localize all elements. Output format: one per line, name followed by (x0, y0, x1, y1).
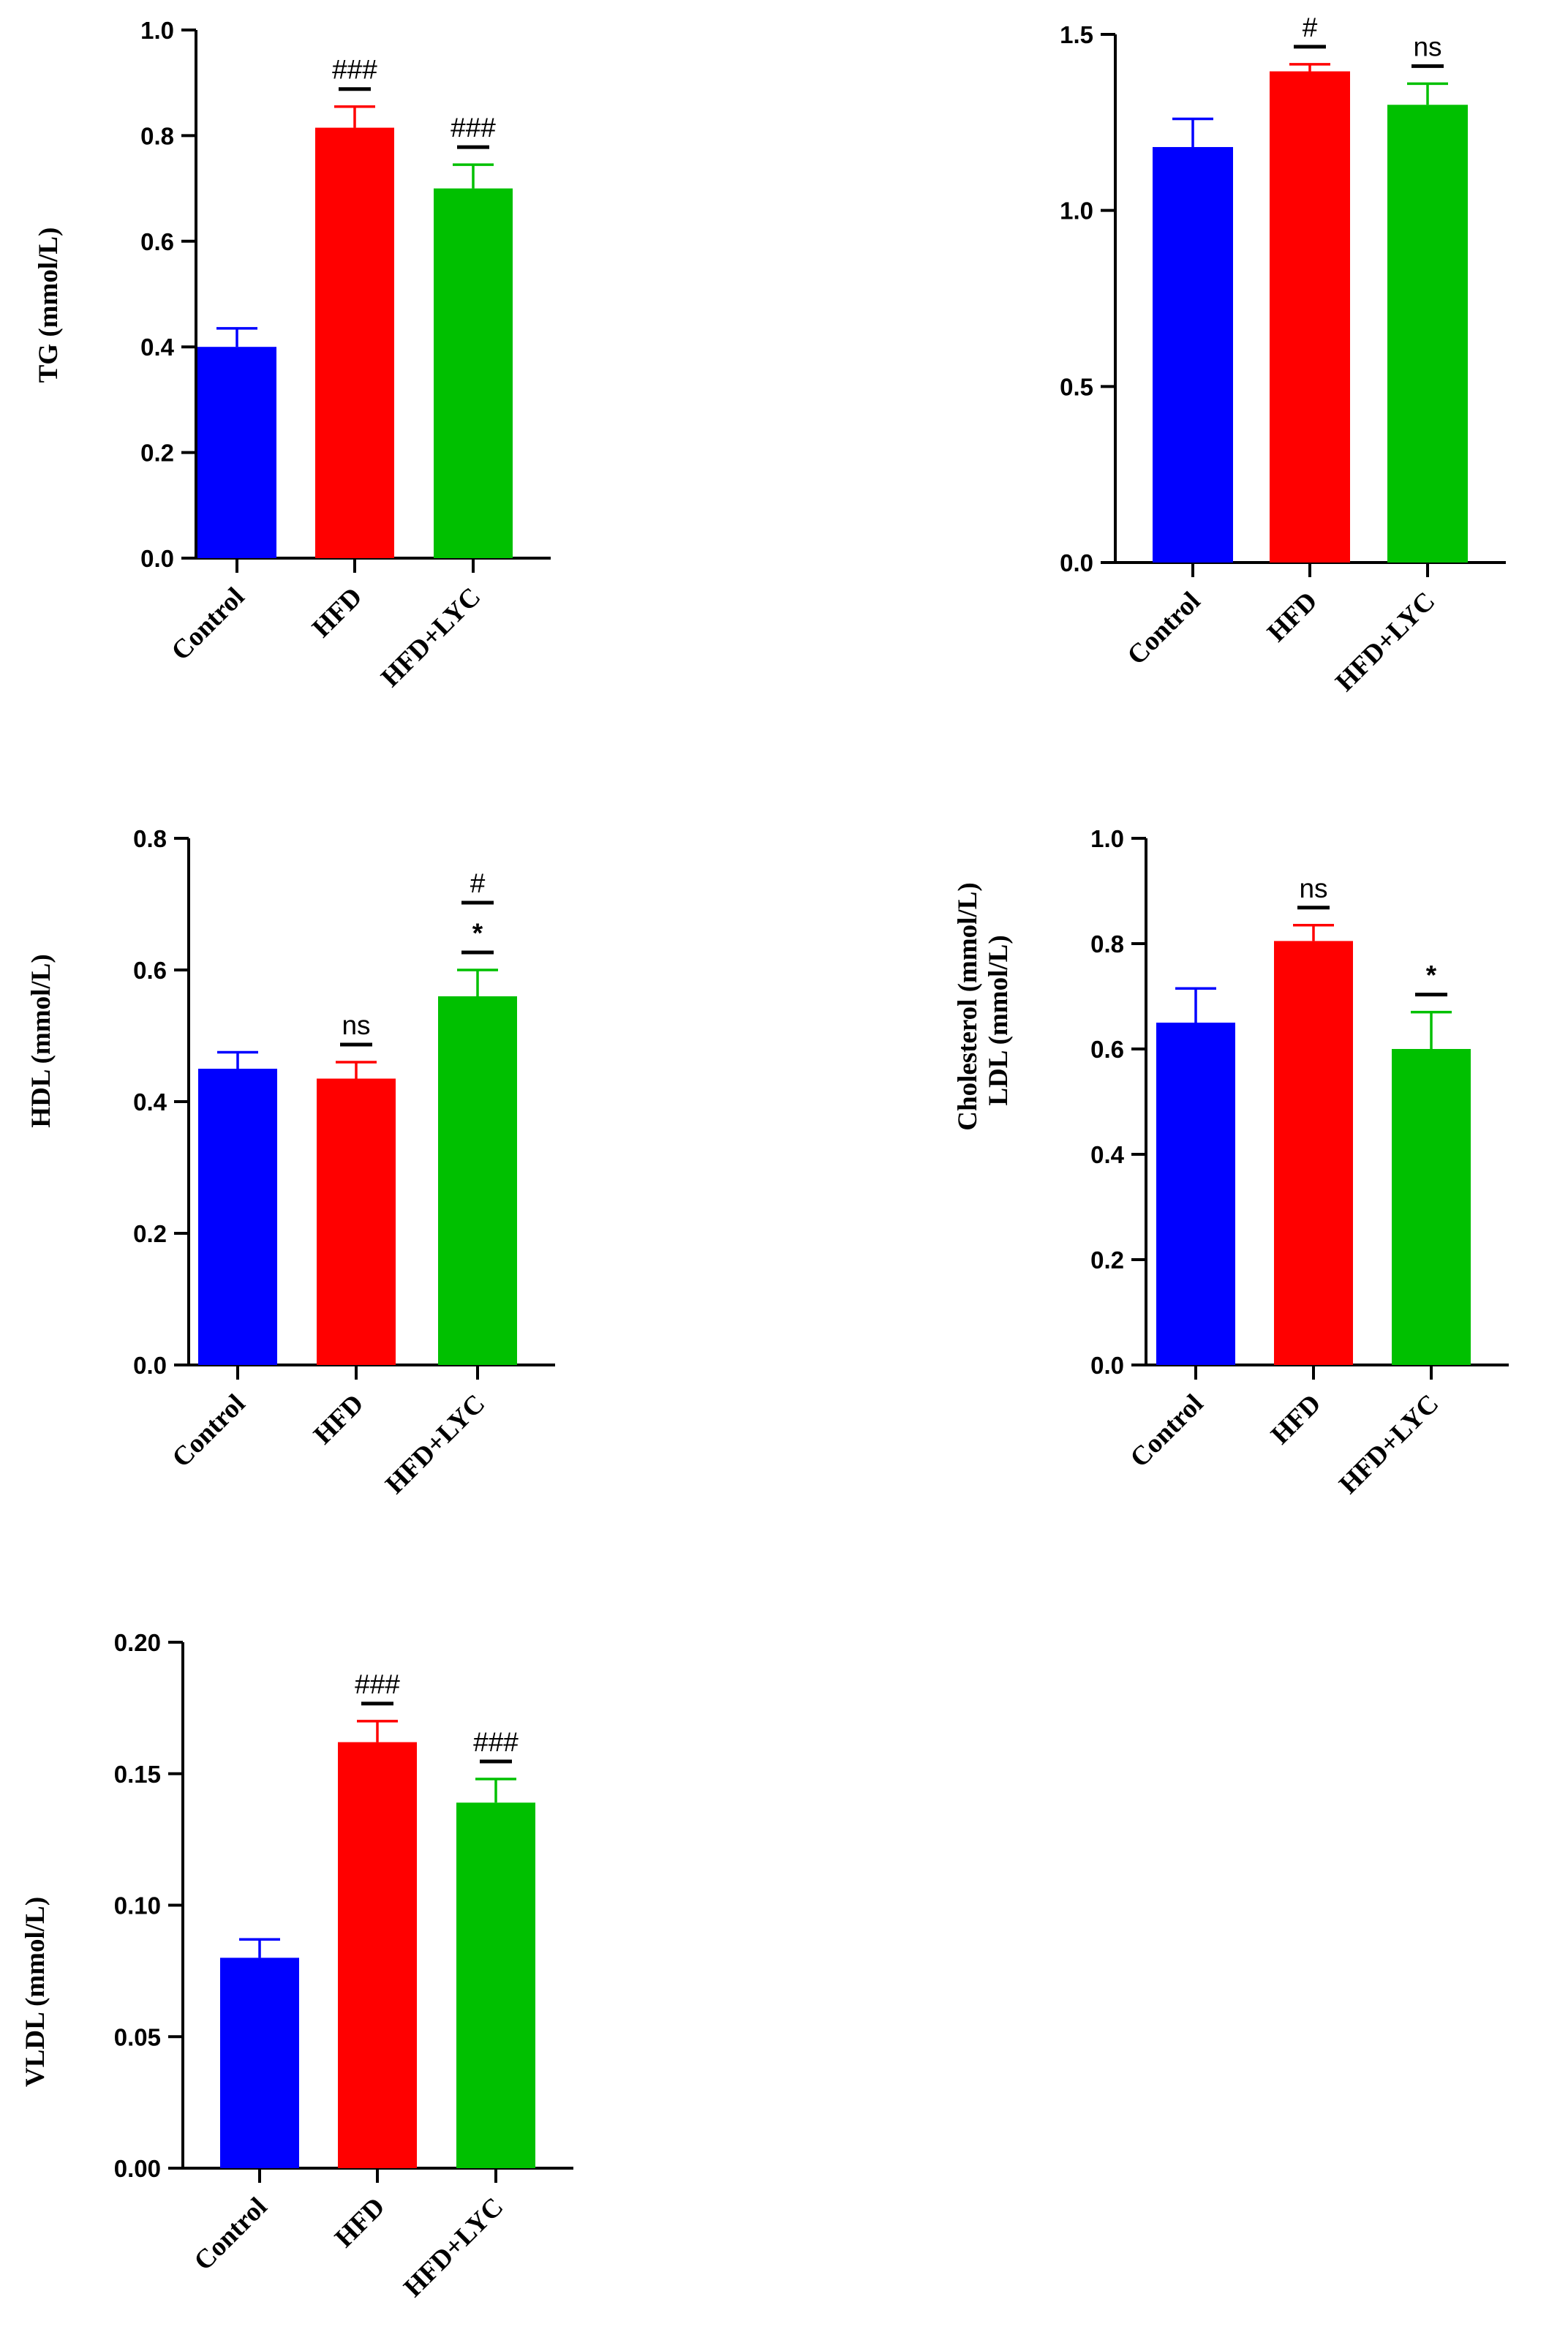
y-tick-label: 1.0 (1090, 825, 1124, 852)
bar-control (1156, 1023, 1235, 1365)
y-tick-label: 0.6 (1090, 1036, 1124, 1063)
significance-label: # (470, 868, 486, 898)
y-tick-label: 0.6 (133, 957, 167, 984)
y-tick-label: 0.2 (140, 440, 174, 467)
y-tick-label: 0.0 (1090, 1352, 1124, 1379)
x-tick-label: HFD (306, 582, 368, 643)
significance-label: ns (1299, 873, 1327, 903)
y-tick-label: 0.4 (1090, 1141, 1125, 1168)
y-tick-label: 0.2 (133, 1220, 167, 1247)
y-tick-label: 0.8 (1090, 930, 1124, 958)
significance-label: ### (332, 55, 377, 85)
chart-panel-3: 0.0 0.2 0.4 0.6 0.8 HDL (mmol/L) Control HFD ns H… (26, 825, 555, 1500)
x-tick-label: Control (1122, 586, 1207, 671)
y-tick-label: 0.8 (140, 122, 174, 149)
chart-panel-1: 0.0 0.2 0.4 0.6 0.8 1.0 TG (mmol/L) Control HFD #… (34, 17, 551, 693)
bar-hfd (1270, 71, 1350, 563)
x-tick-label: HFD+LYC (375, 582, 486, 693)
y-tick-label: 1.5 (1060, 21, 1093, 48)
significance-label: ### (355, 1669, 400, 1699)
y-tick-label: 0.15 (114, 1761, 161, 1788)
x-tick-label: HFD (308, 1388, 369, 1450)
chart-panel-4: 0.0 0.2 0.4 0.6 0.8 1.0 LDL (mmol/L) Control HFD… (984, 825, 1509, 1500)
y-tick-label: 1.0 (140, 17, 174, 44)
significance-label: ### (451, 113, 496, 143)
significance-label: * (1426, 960, 1437, 990)
y-tick-label: 0.2 (1090, 1246, 1124, 1274)
y-tick-label: 0.4 (140, 334, 175, 361)
bar-control (198, 1069, 277, 1365)
x-tick-label: HFD+LYC (398, 2192, 509, 2303)
significance-label: ### (473, 1727, 519, 1757)
chart-panel-5: 0.00 0.05 0.10 0.15 0.20 VLDL (mmol/L) Control… (20, 1629, 573, 2303)
x-tick-label: Control (167, 1388, 252, 1473)
bar-hfd-lyc (456, 1802, 535, 2168)
y-tick-label: 1.0 (1060, 198, 1093, 225)
y-tick-label: 0.00 (114, 2155, 161, 2182)
chart-panel-2: 0.0 0.5 1.0 1.5 Cholesterol (mmol/L) Control H… (953, 12, 1506, 1131)
y-tick-label: 0.0 (133, 1352, 167, 1379)
bar-hfd (315, 127, 394, 558)
y-axis-label: TG (mmol/L) (34, 227, 64, 383)
y-tick-label: 0.0 (140, 545, 174, 572)
y-tick-label: 0.20 (114, 1629, 161, 1656)
x-tick-label: HFD (1262, 586, 1323, 647)
bar-control (1153, 147, 1233, 563)
y-axis-label: VLDL (mmol/L) (20, 1897, 50, 2087)
bar-hfd-lyc (434, 188, 513, 558)
x-tick-label: HFD+LYC (1333, 1388, 1444, 1500)
x-tick-label: HFD (329, 2192, 391, 2253)
x-tick-label: Control (1125, 1388, 1210, 1473)
x-tick-label: Control (166, 582, 251, 666)
y-axis-label: Cholesterol (mmol/L) (953, 882, 983, 1130)
bar-hfd-lyc (1392, 1049, 1471, 1365)
significance-label: # (1303, 12, 1318, 42)
x-tick-label: HFD+LYC (380, 1388, 491, 1500)
y-tick-label: 0.6 (140, 228, 174, 255)
significance-label: ns (342, 1010, 370, 1040)
bar-hfd-lyc (438, 996, 517, 1365)
y-tick-label: 0.0 (1060, 549, 1093, 576)
y-tick-label: 0.8 (133, 825, 167, 852)
bar-hfd (317, 1078, 396, 1365)
bar-control (220, 1957, 299, 2168)
y-tick-label: 0.5 (1060, 373, 1093, 400)
bar-hfd (1274, 941, 1353, 1365)
y-axis-label: HDL (mmol/L) (26, 954, 56, 1127)
significance-label: * (472, 918, 483, 948)
bar-hfd (338, 1742, 417, 2168)
significance-label: ns (1413, 31, 1441, 61)
bar-control (197, 347, 276, 558)
y-tick-label: 0.10 (114, 1892, 161, 1919)
y-axis-label: LDL (mmol/L) (984, 935, 1014, 1105)
bar-hfd-lyc (1387, 105, 1468, 563)
x-tick-label: HFD+LYC (1330, 586, 1441, 697)
x-tick-label: Control (189, 2192, 274, 2276)
x-tick-label: HFD (1265, 1388, 1327, 1450)
y-tick-label: 0.05 (114, 2023, 161, 2050)
y-tick-label: 0.4 (133, 1088, 167, 1116)
